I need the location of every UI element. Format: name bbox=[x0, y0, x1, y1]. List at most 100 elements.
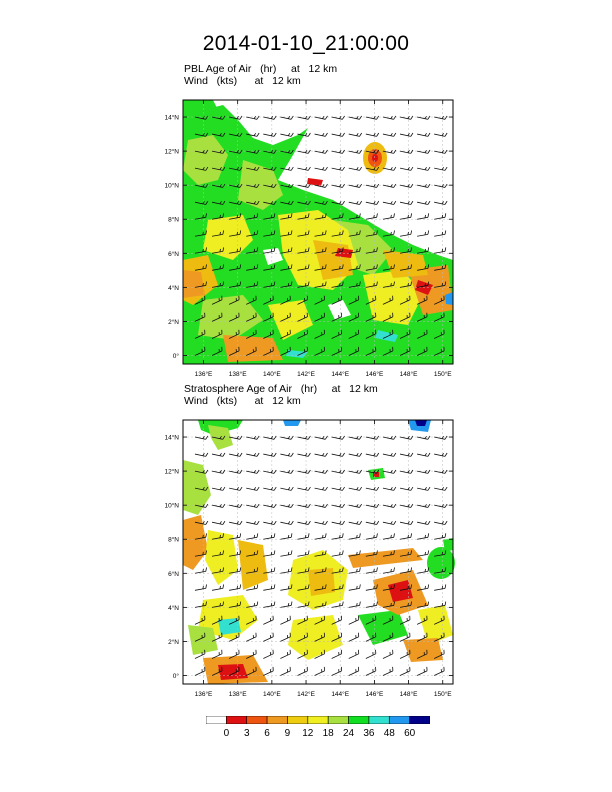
lon-tick-label: 140°E bbox=[263, 690, 281, 698]
wind-barb bbox=[417, 213, 430, 220]
lon-tick-label: 148°E bbox=[400, 370, 418, 378]
wind-barb bbox=[211, 550, 225, 557]
wind-barb bbox=[399, 329, 411, 339]
wind-barb bbox=[331, 264, 344, 271]
wind-barb bbox=[348, 666, 360, 676]
wind-barb bbox=[434, 166, 448, 171]
wind-barb bbox=[211, 183, 226, 188]
lat-tick-label: 2°N bbox=[168, 318, 179, 326]
wind-barb bbox=[211, 469, 226, 474]
wind-barb bbox=[280, 503, 294, 508]
wind-barb bbox=[263, 346, 274, 356]
wind-barb bbox=[314, 550, 327, 557]
wind-barb bbox=[280, 149, 294, 154]
wind-barb bbox=[331, 666, 343, 676]
wind-barb bbox=[297, 649, 308, 659]
lon-tick-label: 138°E bbox=[229, 690, 247, 698]
wind-barb bbox=[297, 200, 311, 205]
wind-barb bbox=[297, 567, 310, 574]
wind-barb bbox=[314, 666, 325, 676]
wind-barb bbox=[399, 312, 411, 322]
wind-barb bbox=[297, 435, 311, 440]
wind-barb bbox=[246, 115, 260, 120]
wind-barb bbox=[348, 435, 363, 440]
wind-barb bbox=[211, 132, 226, 137]
wind-barb bbox=[263, 281, 276, 288]
wind-barb bbox=[263, 247, 276, 254]
wind-barb bbox=[228, 295, 240, 305]
wind-barb bbox=[263, 183, 277, 188]
wind-barb bbox=[280, 452, 294, 457]
legend-label: 18 bbox=[322, 728, 334, 739]
lat-tick-label: 2°N bbox=[168, 638, 179, 646]
wind-barb bbox=[365, 567, 378, 574]
wind-barb bbox=[246, 435, 260, 440]
wind-barb bbox=[246, 200, 260, 205]
wind-barb bbox=[434, 115, 448, 120]
wind-barb bbox=[434, 295, 445, 305]
wind-barb bbox=[365, 247, 378, 254]
wind-barb bbox=[229, 200, 243, 205]
legend-label: 9 bbox=[284, 728, 291, 739]
wind-barb bbox=[331, 615, 343, 625]
wind-barb bbox=[314, 264, 327, 271]
wind-barb bbox=[297, 183, 311, 188]
pbl-map-gridlines bbox=[183, 100, 453, 364]
strat-field-gold-mid bbox=[238, 540, 268, 590]
wind-barb bbox=[331, 567, 344, 574]
legend-label: 0 bbox=[223, 728, 230, 739]
legend-label: 24 bbox=[342, 728, 355, 739]
wind-barb bbox=[194, 247, 207, 254]
wind-barb bbox=[331, 183, 345, 188]
wind-barb bbox=[348, 649, 360, 659]
wind-barb bbox=[399, 520, 414, 525]
pbl-field-blue-1 bbox=[445, 292, 453, 305]
wind-barb bbox=[348, 295, 360, 305]
wind-barb bbox=[382, 230, 395, 237]
wind-barb bbox=[417, 247, 430, 254]
wind-barb bbox=[246, 213, 259, 220]
main-title: 2014-01-10_21:00:00 bbox=[202, 32, 410, 55]
strat-field-gold-central bbox=[308, 568, 335, 596]
stratosphere-age-of-air-map: 0° 2°N 4°N 6°N 8°N 10°N 12°N 14°N 136°E 138°E 140°… bbox=[164, 419, 455, 698]
lon-tick-label: 142°E bbox=[297, 370, 315, 378]
wind-barb bbox=[382, 132, 397, 137]
wind-barb bbox=[382, 666, 394, 676]
wind-barb bbox=[229, 281, 242, 288]
wind-barb bbox=[314, 213, 327, 220]
lat-tick-label: 4°N bbox=[168, 604, 179, 612]
wind-barb bbox=[417, 183, 431, 188]
wind-barb bbox=[365, 486, 380, 491]
wind-barb bbox=[229, 584, 242, 591]
wind-barb bbox=[297, 601, 310, 608]
wind-barb bbox=[399, 132, 414, 137]
lat-tick-label: 6°N bbox=[168, 250, 179, 258]
wind-barb bbox=[297, 550, 310, 557]
wind-barb bbox=[399, 486, 414, 491]
wind-barb bbox=[314, 601, 327, 608]
wind-barb bbox=[348, 149, 363, 154]
strat-field-yellow-west bbox=[205, 530, 238, 585]
wind-barb bbox=[263, 649, 274, 659]
wind-barb bbox=[263, 132, 277, 137]
wind-barb bbox=[211, 520, 226, 525]
color-legend-bar bbox=[206, 716, 430, 724]
wind-barb bbox=[314, 567, 327, 574]
wind-barb bbox=[434, 567, 447, 574]
strat-field-navy-nw bbox=[415, 420, 427, 426]
wind-barb bbox=[246, 281, 259, 288]
wind-barb bbox=[382, 281, 395, 288]
wind-barb bbox=[194, 520, 209, 525]
wind-barb bbox=[434, 503, 448, 508]
wind-barb bbox=[331, 281, 344, 288]
wind-barb bbox=[280, 295, 291, 305]
lat-tick-label: 10°N bbox=[164, 182, 179, 190]
wind-barb bbox=[382, 486, 397, 491]
wind-barb bbox=[434, 312, 445, 322]
wind-barb bbox=[348, 264, 361, 271]
wind-barb bbox=[263, 666, 274, 676]
wind-barb bbox=[263, 615, 274, 625]
wind-barb bbox=[263, 329, 274, 339]
wind-barb bbox=[382, 632, 394, 642]
wind-barb bbox=[382, 452, 397, 457]
